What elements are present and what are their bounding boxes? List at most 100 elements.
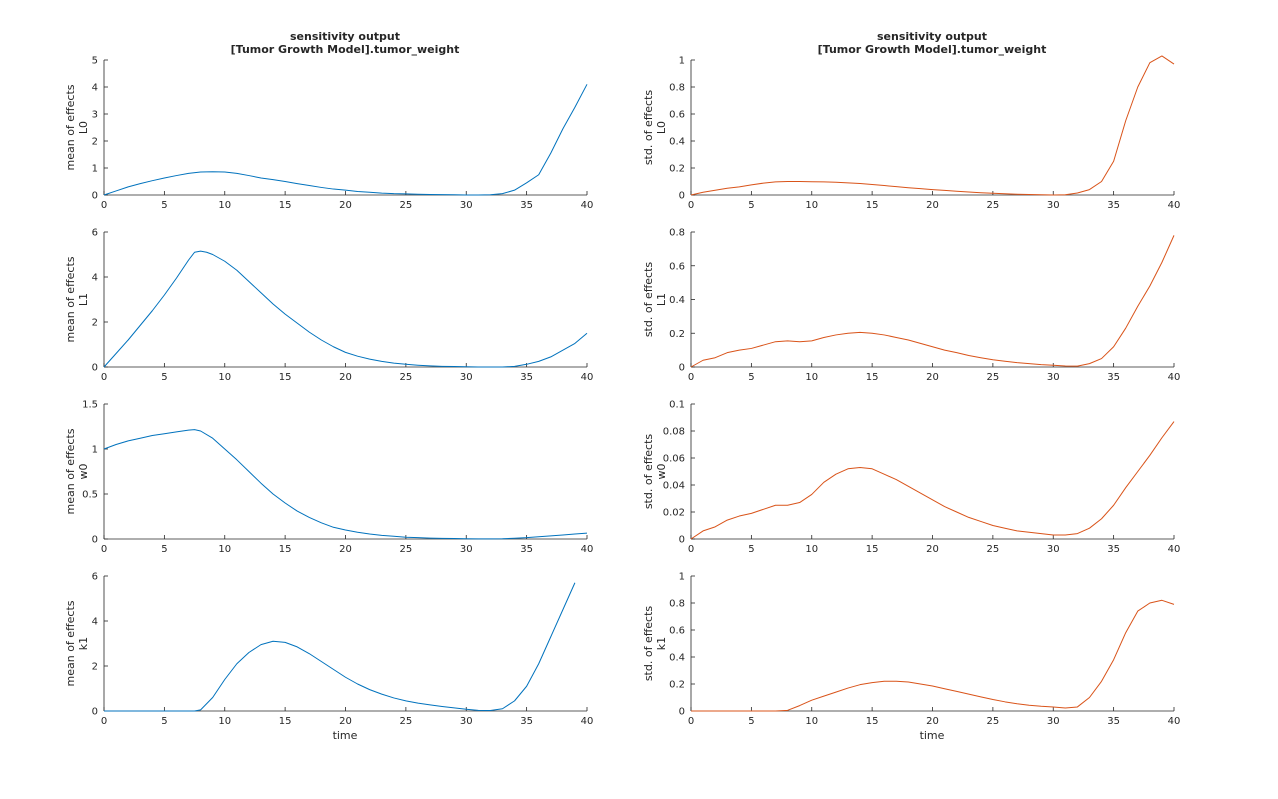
- subplot-6-xtick-label: 15: [866, 544, 879, 555]
- subplot-8-ylabel-line2: k1: [655, 637, 668, 650]
- subplot-1-ytick-label: 5: [92, 56, 98, 67]
- subplot-1: 0 5 10 15 20 25 30 35 40 0 1 2 3 4 5 mean of effects L0: [64, 56, 593, 212]
- subplot-4-ytick-label: 0.8: [669, 228, 685, 239]
- subplot-8-xtick-label: 5: [748, 716, 754, 727]
- subplot-6-xtick-label: 35: [1107, 544, 1120, 555]
- subplot-3-ytick-label: 6: [92, 228, 98, 239]
- subplot-5-xtick-label: 20: [339, 544, 352, 555]
- subplot-5-ytick-label: 0.5: [82, 490, 98, 501]
- subplot-5-ytick-label: 1.5: [82, 400, 98, 411]
- subplot-3: 0 5 10 15 20 25 30 35 40 0 2 4 6 mean of effects L1: [64, 228, 593, 384]
- x-axis-label-right: time: [920, 729, 945, 742]
- subplot-1-xtick-label: 25: [400, 200, 413, 211]
- subplot-6: 0 5 10 15 20 25 30 35 40 0 0.02 0.04 0.06 0.08 0.1 std.…: [642, 400, 1180, 556]
- subplot-3-xtick-label: 35: [520, 372, 533, 383]
- subplot-5-ylabel-line1: mean of effects: [64, 428, 77, 514]
- subplot-4-ytick-label: 0: [679, 363, 685, 374]
- subplot-4-xtick-label: 35: [1107, 372, 1120, 383]
- subplot-2-ytick-label: 0.6: [669, 110, 685, 121]
- subplot-1-xtick-label: 10: [218, 200, 231, 211]
- subplot-6-xtick-label: 10: [805, 544, 818, 555]
- subplot-7-xtick-label: 5: [161, 716, 167, 727]
- subplot-5-xtick-label: 10: [218, 544, 231, 555]
- subplot-6-ytick-label: 0.02: [663, 508, 685, 519]
- subplot-3-series-line: [103, 250, 588, 368]
- subplot-7-ylabel-line2: k1: [77, 637, 90, 650]
- subplot-3-ytick-label: 2: [92, 318, 98, 329]
- subplot-7-xtick-label: 25: [400, 716, 413, 727]
- subplot-6-xtick-label: 20: [926, 544, 939, 555]
- subplot-2-ylabel-line2: L0: [655, 121, 668, 134]
- subplot-4-ylabel-line2: L1: [655, 293, 668, 306]
- subplot-4-xtick-label: 0: [688, 372, 694, 383]
- subplot-2-ytick-label: 0.4: [669, 137, 685, 148]
- title-right-line1: sensitivity output: [877, 30, 987, 43]
- subplot-6-xtick-label: 40: [1168, 544, 1181, 555]
- subplot-5: 0 5 10 15 20 25 30 35 40 0 0.5 1 1.5 mean of effects w…: [64, 400, 593, 556]
- subplot-7: 0 5 10 15 20 25 30 35 40 0 2 4 6 mean of effects k1: [64, 572, 593, 728]
- subplot-4-xtick-label: 40: [1168, 372, 1181, 383]
- subplot-6-xtick-label: 0: [688, 544, 694, 555]
- subplot-2-xtick-label: 30: [1047, 200, 1060, 211]
- subplot-2-ytick-label: 0.8: [669, 83, 685, 94]
- subplot-8-ytick-label: 0.2: [669, 680, 685, 691]
- subplot-5-xtick-label: 40: [581, 544, 594, 555]
- subplot-2-xtick-label: 10: [805, 200, 818, 211]
- subplot-2-xtick-label: 15: [866, 200, 879, 211]
- subplot-4-ytick-label: 0.2: [669, 329, 685, 340]
- subplot-2-ytick-label: 0: [679, 191, 685, 202]
- subplot-1-xtick-label: 20: [339, 200, 352, 211]
- subplot-4-series-line: [690, 235, 1175, 368]
- subplot-6-ytick-label: 0.1: [669, 400, 685, 411]
- subplot-7-xtick-label: 10: [218, 716, 231, 727]
- subplot-6-ytick-label: 0.08: [663, 427, 685, 438]
- subplot-1-xtick-label: 15: [279, 200, 292, 211]
- subplot-1-xtick-label: 40: [581, 200, 594, 211]
- subplot-4: 0 5 10 15 20 25 30 35 40 0 0.2 0.4 0.6 0.8 std. of eff…: [642, 228, 1180, 384]
- subplot-2: 0 5 10 15 20 25 30 35 40 0 0.2 0.4 0.6 0.8 1 std. of ef…: [642, 55, 1180, 211]
- subplot-4-ytick-label: 0.4: [669, 295, 685, 306]
- subplot-6-xtick-label: 5: [748, 544, 754, 555]
- subplot-3-xtick-label: 0: [101, 372, 107, 383]
- subplot-3-xtick-label: 30: [460, 372, 473, 383]
- subplot-1-series-line: [103, 84, 588, 196]
- subplot-7-ytick-label: 4: [92, 617, 98, 628]
- subplot-2-xtick-label: 5: [748, 200, 754, 211]
- subplot-7-xtick-label: 20: [339, 716, 352, 727]
- subplot-2-xtick-label: 35: [1107, 200, 1120, 211]
- subplot-8-xtick-label: 10: [805, 716, 818, 727]
- title-right-line2: [Tumor Growth Model].tumor_weight: [818, 43, 1047, 56]
- subplot-8-xtick-label: 30: [1047, 716, 1060, 727]
- subplot-3-xtick-label: 10: [218, 372, 231, 383]
- subplot-3-xtick-label: 40: [581, 372, 594, 383]
- subplot-1-xtick-label: 35: [520, 200, 533, 211]
- subplot-7-xtick-label: 40: [581, 716, 594, 727]
- subplot-6-xtick-label: 25: [987, 544, 1000, 555]
- subplot-8-xtick-label: 20: [926, 716, 939, 727]
- subplot-7-ytick-label: 6: [92, 572, 98, 583]
- subplot-1-ylabel-line2: L0: [77, 121, 90, 134]
- title-left: sensitivity output [Tumor Growth Model].…: [231, 30, 460, 56]
- subplot-8-xtick-label: 0: [688, 716, 694, 727]
- subplot-8-ytick-label: 0.6: [669, 626, 685, 637]
- subplot-5-xtick-label: 25: [400, 544, 413, 555]
- subplot-1-ytick-label: 2: [92, 137, 98, 148]
- x-axis-label-left: time: [333, 729, 358, 742]
- subplot-1-ytick-label: 4: [92, 83, 98, 94]
- subplot-6-xtick-label: 30: [1047, 544, 1060, 555]
- subplot-8-ytick-label: 0.8: [669, 599, 685, 610]
- subplot-1-ytick-label: 3: [92, 110, 98, 121]
- subplot-2-xtick-label: 25: [987, 200, 1000, 211]
- subplot-2-xtick-label: 20: [926, 200, 939, 211]
- subplot-7-ylabel-line1: mean of effects: [64, 600, 77, 686]
- subplot-4-xtick-label: 5: [748, 372, 754, 383]
- subplot-5-xtick-label: 0: [101, 544, 107, 555]
- subplot-2-ytick-label: 1: [679, 56, 685, 67]
- subplot-2-xtick-label: 0: [688, 200, 694, 211]
- subplot-8-xtick-label: 40: [1168, 716, 1181, 727]
- subplot-7-xtick-label: 35: [520, 716, 533, 727]
- subplot-6-ytick-label: 0: [679, 535, 685, 546]
- subplot-5-xtick-label: 30: [460, 544, 473, 555]
- subplot-3-ytick-label: 4: [92, 273, 98, 284]
